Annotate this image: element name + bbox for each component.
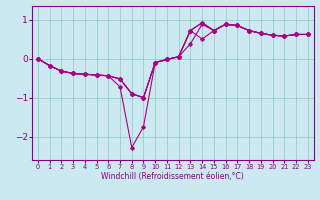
X-axis label: Windchill (Refroidissement éolien,°C): Windchill (Refroidissement éolien,°C) xyxy=(101,172,244,181)
